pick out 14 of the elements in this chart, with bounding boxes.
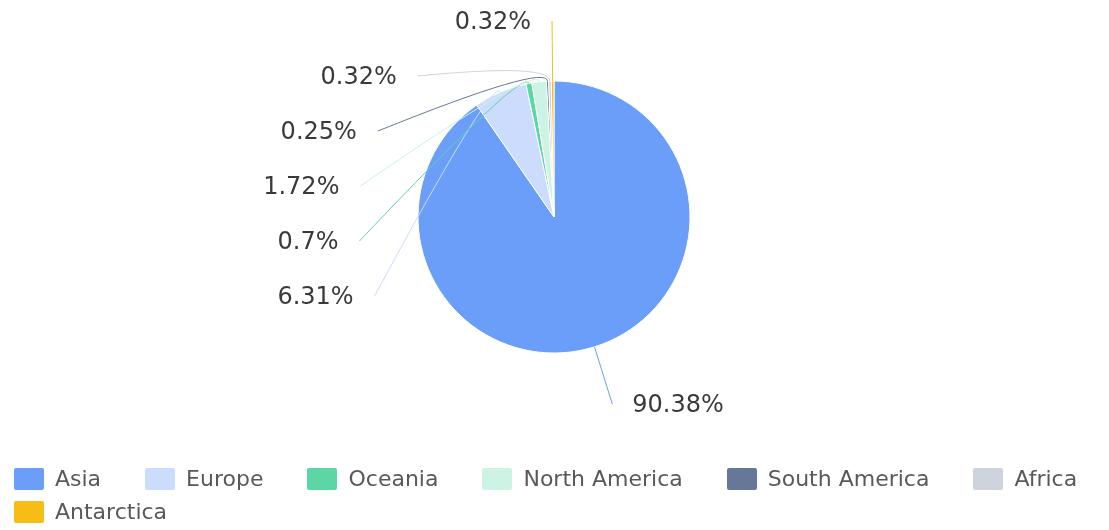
legend-label: Europe: [186, 466, 264, 491]
legend-label: North America: [523, 466, 683, 491]
legend-label: Antarctica: [55, 499, 168, 524]
legend-label: Africa: [1014, 466, 1078, 491]
data-label: 0.7%: [277, 227, 339, 256]
data-label: 6.31%: [277, 282, 354, 311]
legend-label: South America: [767, 466, 930, 491]
legend-label: Asia: [55, 466, 102, 491]
data-label: 90.38%: [632, 390, 724, 419]
data-label: 1.72%: [263, 172, 340, 201]
data-label: 0.32%: [454, 7, 532, 36]
data-label: 0.32%: [320, 62, 397, 91]
legend-label: Oceania: [348, 466, 439, 491]
data-label: 0.25%: [280, 117, 357, 146]
